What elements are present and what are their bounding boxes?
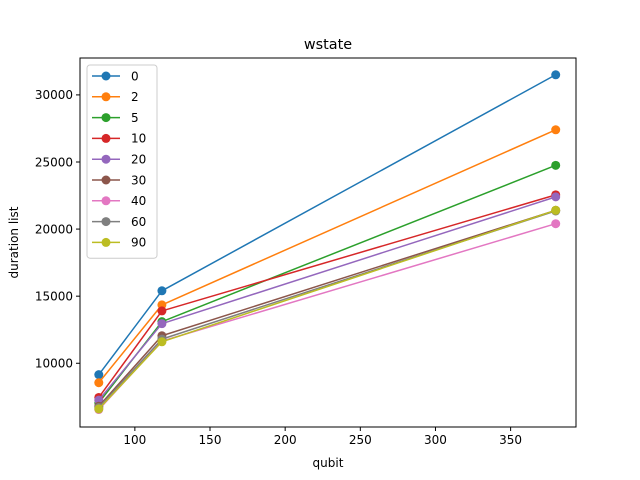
- legend-item: 0: [92, 69, 139, 83]
- legend-label: 40: [131, 194, 146, 208]
- series-90: [94, 205, 561, 414]
- data-point: [94, 404, 104, 414]
- series-0: [94, 70, 561, 380]
- x-tick-label: 150: [199, 433, 222, 447]
- legend-marker: [101, 175, 111, 185]
- data-point: [551, 192, 561, 202]
- data-point: [157, 286, 167, 296]
- x-axis: 100 150 200 250 300 350: [123, 427, 522, 447]
- data-point: [551, 160, 561, 170]
- x-tick-label: 350: [499, 433, 522, 447]
- legend-marker: [101, 154, 111, 164]
- x-tick-label: 250: [349, 433, 372, 447]
- legend-label: 60: [131, 215, 146, 229]
- y-tick-label: 25000: [35, 155, 73, 169]
- legend-label: 10: [131, 132, 146, 146]
- data-point: [157, 319, 167, 329]
- data-point: [94, 370, 104, 380]
- legend-item: 2: [92, 90, 139, 104]
- legend-item: 40: [92, 194, 146, 208]
- legend-label: 30: [131, 173, 146, 187]
- y-tick-label: 20000: [35, 222, 73, 236]
- legend-label: 5: [131, 111, 139, 125]
- legend-marker: [101, 237, 111, 247]
- data-point: [94, 378, 104, 388]
- y-tick-label: 30000: [35, 88, 73, 102]
- plot-lines: [94, 70, 561, 415]
- legend-item: 20: [92, 153, 146, 167]
- y-axis: 10000 15000 20000 25000 30000: [35, 88, 80, 371]
- x-axis-label: qubit: [313, 456, 344, 470]
- x-tick-label: 300: [424, 433, 447, 447]
- legend-box: [86, 64, 158, 259]
- plot-frame: [79, 57, 577, 428]
- legend-label: 0: [131, 69, 139, 83]
- y-axis-label: duration list: [7, 206, 21, 278]
- data-point: [157, 337, 167, 347]
- legend: 0 2 5 10 20 30 40 60 90: [86, 64, 158, 259]
- legend-marker: [101, 196, 111, 206]
- legend-label: 2: [131, 90, 139, 104]
- legend-item: 60: [92, 215, 146, 229]
- data-point: [551, 205, 561, 215]
- legend-marker: [101, 217, 111, 227]
- y-tick-label: 15000: [35, 289, 73, 303]
- legend-item: 30: [92, 173, 146, 187]
- legend-item: 10: [92, 132, 146, 146]
- y-tick-label: 10000: [35, 357, 73, 371]
- legend-item: 90: [92, 236, 146, 250]
- legend-marker: [101, 133, 111, 143]
- legend-marker: [101, 92, 111, 102]
- data-point: [551, 70, 561, 80]
- x-tick-label: 100: [123, 433, 146, 447]
- chart-title: wstate: [304, 37, 352, 53]
- legend-marker: [101, 71, 111, 81]
- data-point: [551, 125, 561, 135]
- data-point: [157, 306, 167, 316]
- legend-item: 5: [92, 111, 139, 125]
- data-point: [551, 219, 561, 229]
- legend-label: 20: [131, 153, 146, 167]
- legend-label: 90: [131, 236, 146, 250]
- x-tick-label: 200: [274, 433, 297, 447]
- legend-marker: [101, 113, 111, 123]
